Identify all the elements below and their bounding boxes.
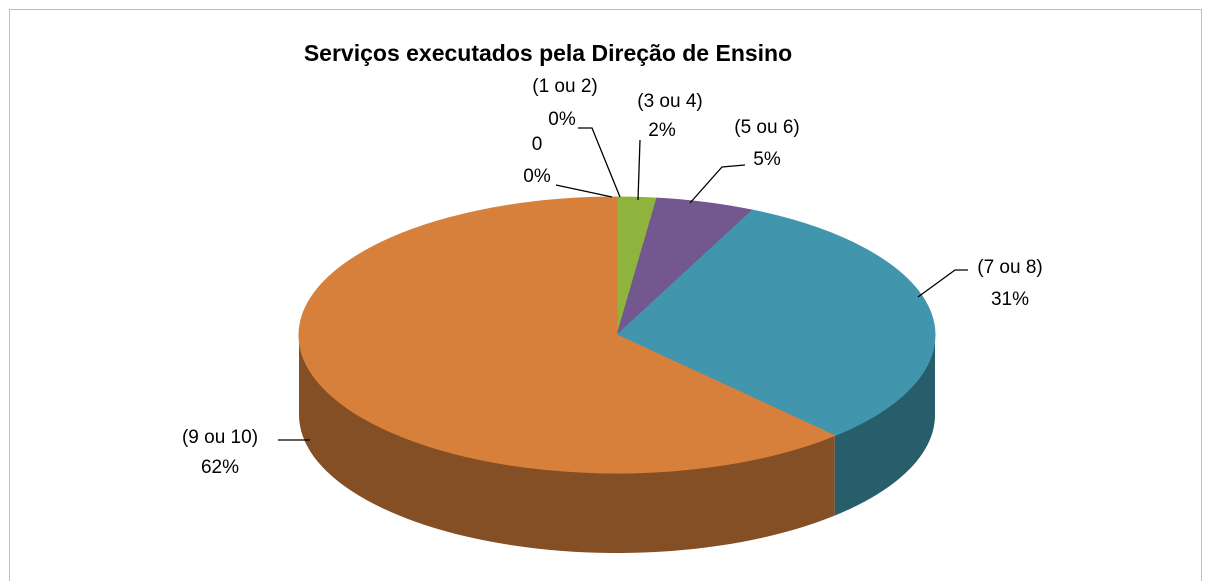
slice-value-label: 2%	[648, 120, 676, 141]
leader-line	[689, 164, 746, 204]
slice-side	[299, 335, 835, 553]
slice-label: 0	[532, 134, 543, 155]
slice-label: (1 ou 2)	[532, 76, 597, 97]
slice-side	[834, 335, 935, 516]
slice-label: (9 ou 10)	[182, 427, 258, 448]
slice-value-label: 0%	[548, 109, 576, 130]
slice-label: (7 ou 8)	[977, 257, 1042, 278]
slice-value-label: 62%	[201, 457, 239, 478]
leader-line	[578, 127, 621, 198]
slice-label: (5 ou 6)	[734, 117, 799, 138]
slice	[298, 196, 836, 474]
leader-line	[555, 184, 613, 198]
chart-title: Serviços executados pela Direção de Ensi…	[304, 40, 792, 66]
slice	[616, 209, 936, 437]
leader-line	[637, 139, 641, 201]
slice-value-label: 31%	[991, 289, 1029, 310]
leader-line	[917, 269, 968, 298]
slice-value-label: 0%	[523, 166, 551, 187]
slice-value-label: 5%	[753, 149, 781, 170]
slice-label: (3 ou 4)	[637, 91, 702, 112]
